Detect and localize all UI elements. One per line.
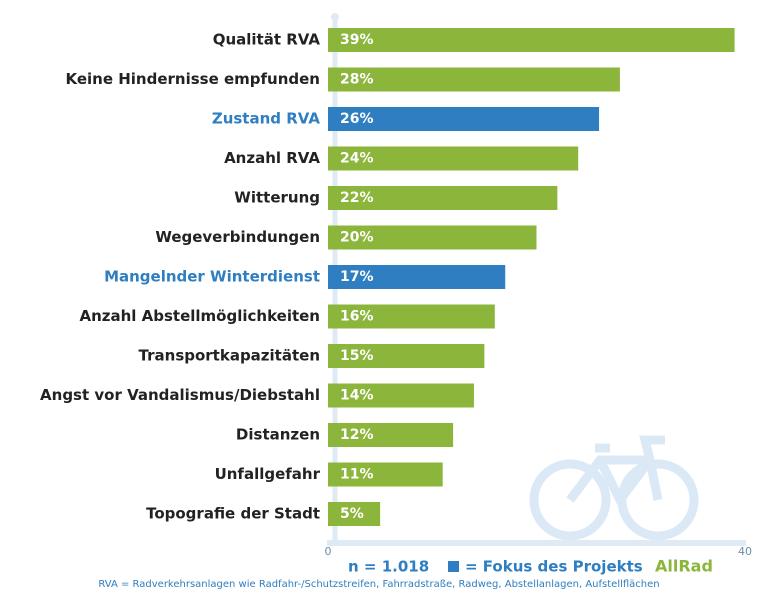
value-label: 16%: [340, 309, 374, 325]
category-label: Witterung: [234, 189, 320, 207]
value-label: 24%: [340, 151, 374, 167]
sample-note: n = 1.018: [348, 558, 429, 576]
value-label: 20%: [340, 230, 374, 246]
x-tick-label: 0: [325, 545, 332, 558]
value-label: 22%: [340, 190, 374, 206]
value-label: 39%: [340, 32, 374, 48]
value-label: 14%: [340, 388, 374, 404]
category-label: Distanzen: [236, 426, 320, 444]
value-label: 15%: [340, 348, 374, 364]
category-label: Zustand RVA: [212, 110, 321, 128]
category-label: Transportkapazitäten: [139, 347, 320, 365]
x-tick-label: 40: [738, 545, 752, 558]
value-label: 11%: [340, 467, 374, 483]
chart: n = 1.018 = Fokus des Projekts AllRad RV…: [0, 0, 759, 590]
category-label: Qualität RVA: [213, 31, 321, 49]
value-label: 12%: [340, 427, 374, 443]
category-label: Anzahl RVA: [224, 149, 320, 167]
category-label: Wegeverbindungen: [155, 228, 320, 246]
value-label: 26%: [340, 111, 374, 127]
legend-label: = Fokus des Projekts: [465, 558, 643, 576]
category-label: Unfallgefahr: [215, 465, 321, 483]
footnote: RVA = Radverkehrsanlagen wie Radfahr-/Sc…: [98, 579, 659, 590]
category-label: Anzahl Abstellmöglichkeiten: [79, 307, 320, 325]
value-label: 17%: [340, 269, 374, 285]
page: n = 1.018 = Fokus des Projekts AllRad RV…: [0, 0, 759, 590]
legend-marker: [448, 561, 459, 572]
category-label: Mangelnder Winterdienst: [104, 268, 320, 286]
category-label: Topografie der Stadt: [146, 505, 320, 523]
project-name: AllRad: [655, 557, 713, 576]
value-label: 5%: [340, 506, 364, 522]
category-label: Keine Hindernisse empfunden: [65, 70, 320, 88]
value-label: 28%: [340, 72, 374, 88]
bike-decoration: [534, 440, 694, 536]
axis-dot: [331, 13, 339, 21]
bar: [328, 28, 735, 52]
category-label: Angst vor Vandalismus/Diebstahl: [40, 386, 320, 404]
